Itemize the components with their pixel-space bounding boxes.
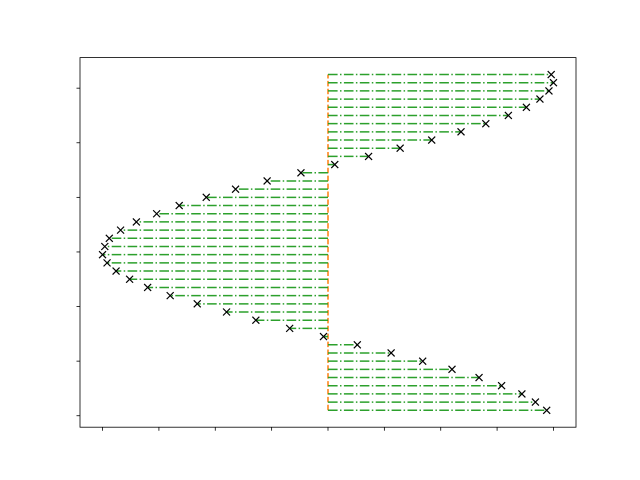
marker <box>536 95 544 104</box>
marker <box>364 152 373 161</box>
marker <box>418 357 427 366</box>
marker <box>125 275 134 284</box>
marker <box>547 70 556 79</box>
marker <box>481 119 490 128</box>
marker <box>497 381 506 390</box>
marker <box>517 389 526 398</box>
marker <box>251 316 260 325</box>
marker <box>522 103 531 112</box>
marker <box>549 78 558 87</box>
marker <box>132 218 141 226</box>
marker <box>448 365 456 374</box>
marker <box>166 291 175 300</box>
marker <box>116 226 125 235</box>
marker <box>222 308 231 316</box>
marker <box>100 242 109 251</box>
marker <box>103 258 111 267</box>
marker <box>175 201 184 210</box>
marker <box>98 250 107 259</box>
marker <box>319 332 328 341</box>
marker <box>387 349 396 357</box>
marker <box>475 373 483 382</box>
marker <box>105 234 114 243</box>
marker <box>193 299 202 308</box>
marker <box>542 406 551 415</box>
marker <box>504 111 513 120</box>
marker <box>263 177 272 185</box>
marker <box>330 160 339 169</box>
marker <box>285 324 294 333</box>
marker <box>457 127 465 136</box>
marker <box>427 136 436 144</box>
marker <box>143 283 152 292</box>
marker <box>297 168 305 177</box>
marker <box>231 185 240 194</box>
marker <box>152 209 161 218</box>
marker <box>396 144 405 153</box>
marker <box>531 398 540 407</box>
marker <box>112 267 120 275</box>
marker <box>202 193 211 202</box>
marker <box>545 86 553 95</box>
marker <box>353 340 362 349</box>
